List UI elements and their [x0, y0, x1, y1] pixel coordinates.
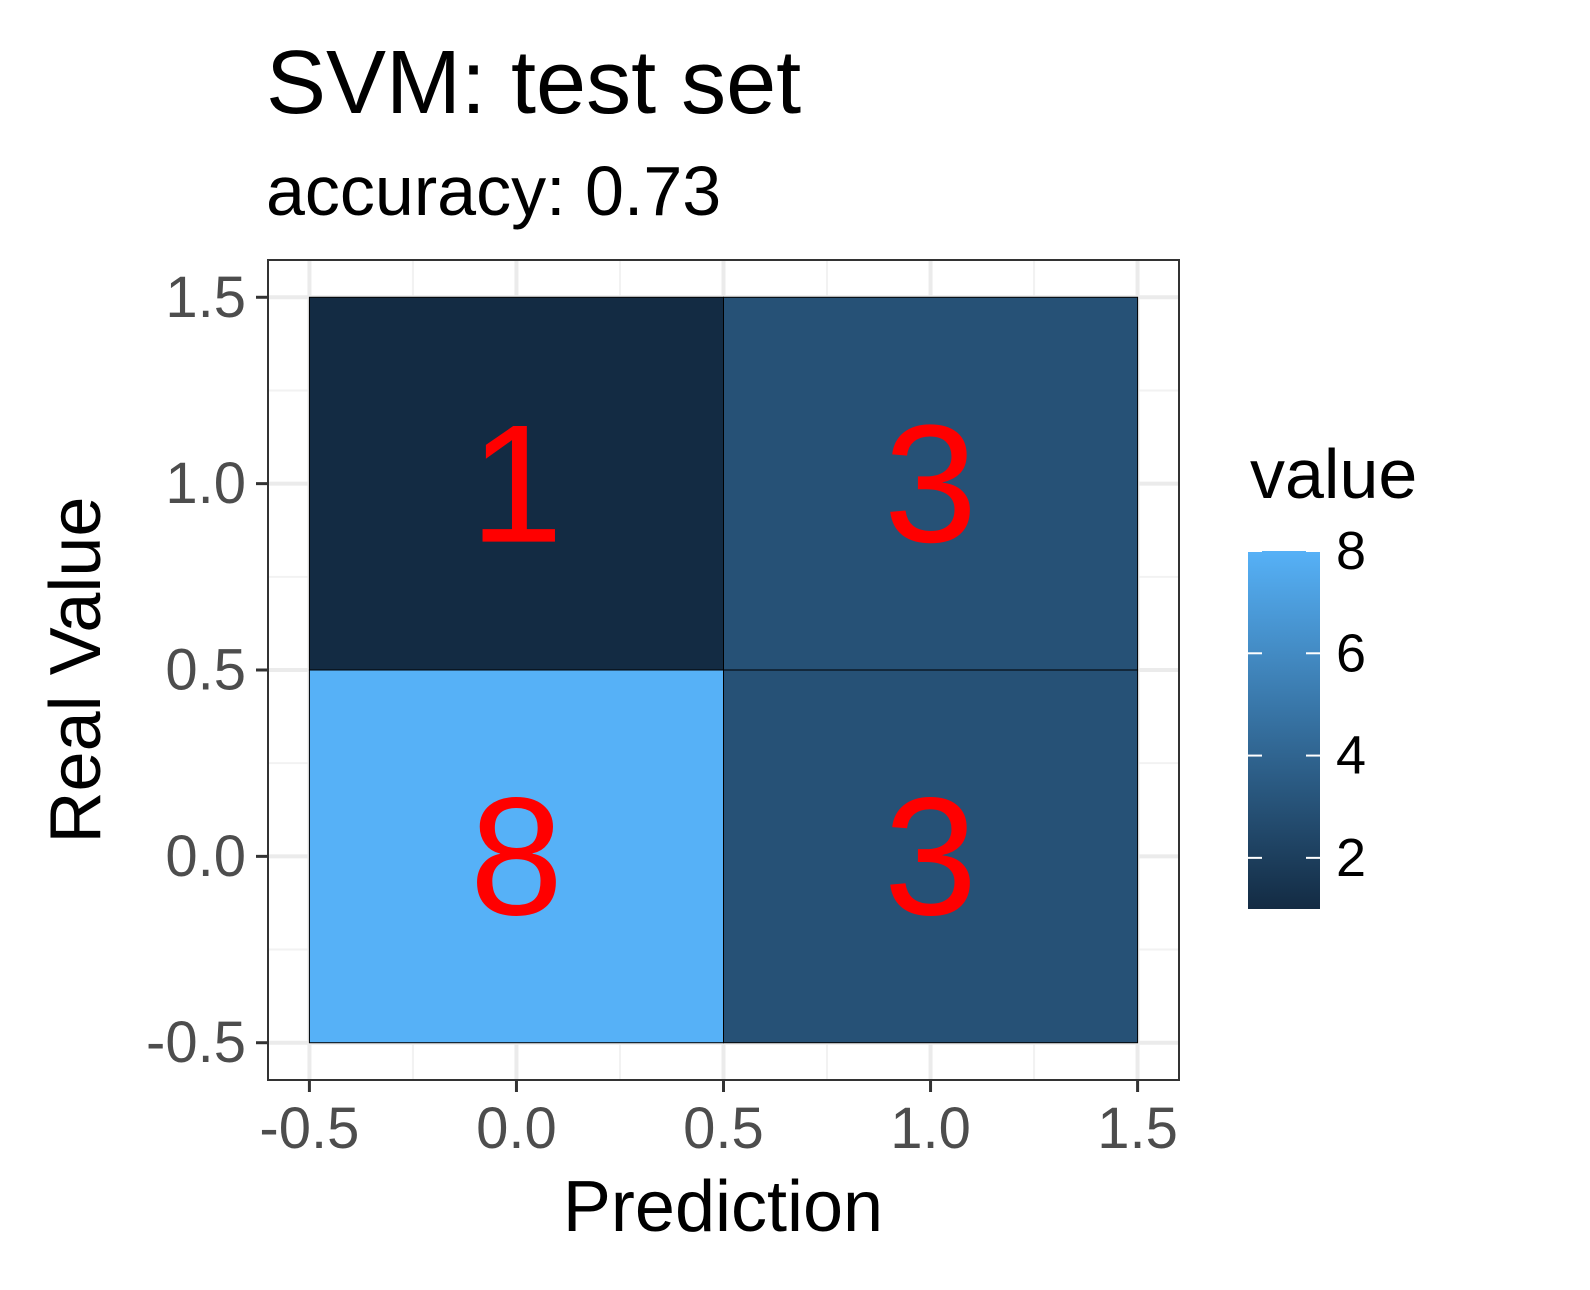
plot-panel: 1 38 3: [267, 259, 1180, 1081]
chart-subtitle: accuracy: 0.73: [266, 152, 721, 230]
chart-title: SVM: test set: [266, 33, 801, 133]
x-tick-label: 1.5: [1097, 1096, 1178, 1161]
cell-value-label: 3: [884, 390, 977, 578]
heatmap-cells: [308, 296, 1139, 1044]
x-tick-label: 1.0: [890, 1096, 971, 1161]
x-axis: -0.5 0.0 0.5 1.0 1.5: [259, 1080, 1178, 1161]
y-tick-label: 0.5: [165, 638, 246, 703]
cell-labels: 1 38 3: [470, 390, 978, 951]
legend-title: value: [1250, 435, 1417, 513]
x-tick-label: -0.5: [259, 1096, 359, 1161]
y-axis-title: Real Value: [36, 497, 116, 844]
x-axis-title: Prediction: [563, 1167, 883, 1247]
heatmap-cell: [308, 669, 724, 1044]
cell-value-label: 8: [470, 762, 563, 950]
legend-colorbar: [1248, 551, 1320, 909]
legend-tick-label: 2: [1336, 828, 1366, 888]
legend-ticks: 8 6 4 2: [1248, 521, 1366, 888]
legend-tick-label: 4: [1336, 726, 1366, 786]
cell-value-label: 1: [470, 390, 563, 578]
cell-value-label: 3: [884, 762, 977, 950]
heatmap-cell: [723, 296, 1139, 671]
legend-tick-label: 6: [1336, 623, 1366, 683]
y-tick-label: 0.0: [165, 824, 246, 889]
legend-tick-label: 8: [1336, 521, 1366, 581]
y-tick-label: 1.5: [165, 265, 246, 330]
legend: value 8 6 4 2: [1248, 435, 1417, 909]
y-axis: -0.5 0.0 0.5 1.0 1.5: [146, 265, 268, 1075]
y-tick-label: -0.5: [146, 1010, 246, 1075]
x-tick-label: 0.0: [476, 1096, 557, 1161]
y-tick-label: 1.0: [165, 451, 246, 516]
heatmap-cell: [723, 669, 1139, 1044]
x-tick-label: 0.5: [683, 1096, 764, 1161]
